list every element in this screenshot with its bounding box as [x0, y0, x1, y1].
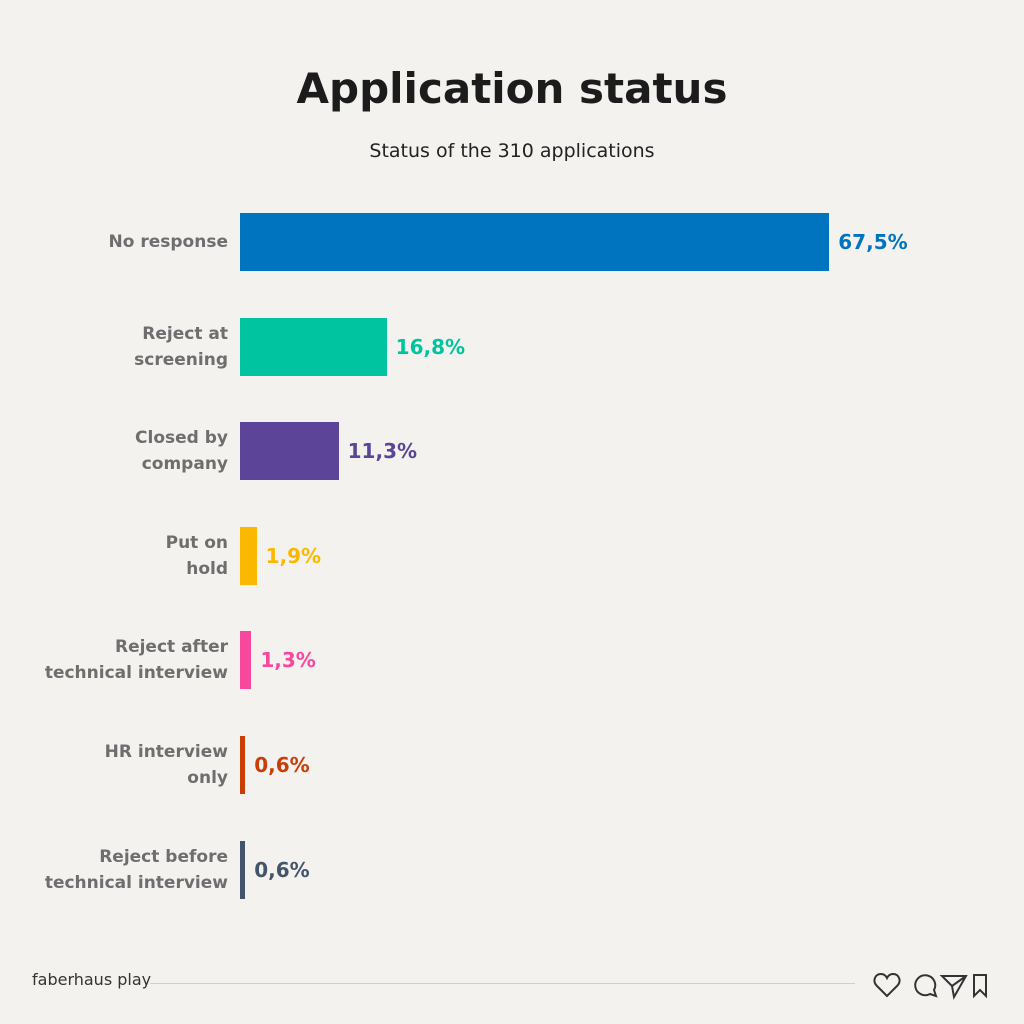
save-icon[interactable]: [973, 974, 987, 999]
category-label: Reject after technical interview: [44, 637, 228, 684]
category-label: HR interview only: [104, 742, 228, 788]
social-icons: [873, 972, 987, 1000]
category-label: Reject before technical interview: [44, 846, 228, 893]
value-label: 1,9%: [265, 543, 322, 568]
value-label: 0,6%: [254, 753, 310, 777]
brand: faberhaus play: [32, 970, 152, 989]
category-label: Reject at screening: [134, 323, 228, 370]
chart-title: Application status: [296, 64, 728, 113]
category-label: Put on hold: [165, 532, 228, 579]
bar: [240, 736, 246, 794]
category-label: Closed by company: [135, 428, 228, 475]
value-label: 0,6%: [254, 857, 310, 882]
category-label: No response: [108, 232, 228, 252]
chart-subtitle: Status of the 310 applications: [369, 140, 655, 162]
value-label: 1,3%: [260, 648, 316, 673]
footer-rule: [150, 983, 855, 984]
bar: [240, 526, 257, 585]
bar: [240, 422, 339, 481]
comment-icon[interactable]: [914, 974, 938, 998]
like-icon[interactable]: [873, 972, 901, 998]
value-label: 16,8%: [395, 334, 466, 359]
bar: [240, 840, 246, 899]
share-icon[interactable]: [939, 975, 968, 1000]
bar: [240, 213, 830, 271]
value-label: 11,3%: [347, 439, 418, 464]
bar: [240, 631, 252, 690]
value-label: 67,5%: [838, 230, 908, 254]
bar: [240, 317, 387, 376]
